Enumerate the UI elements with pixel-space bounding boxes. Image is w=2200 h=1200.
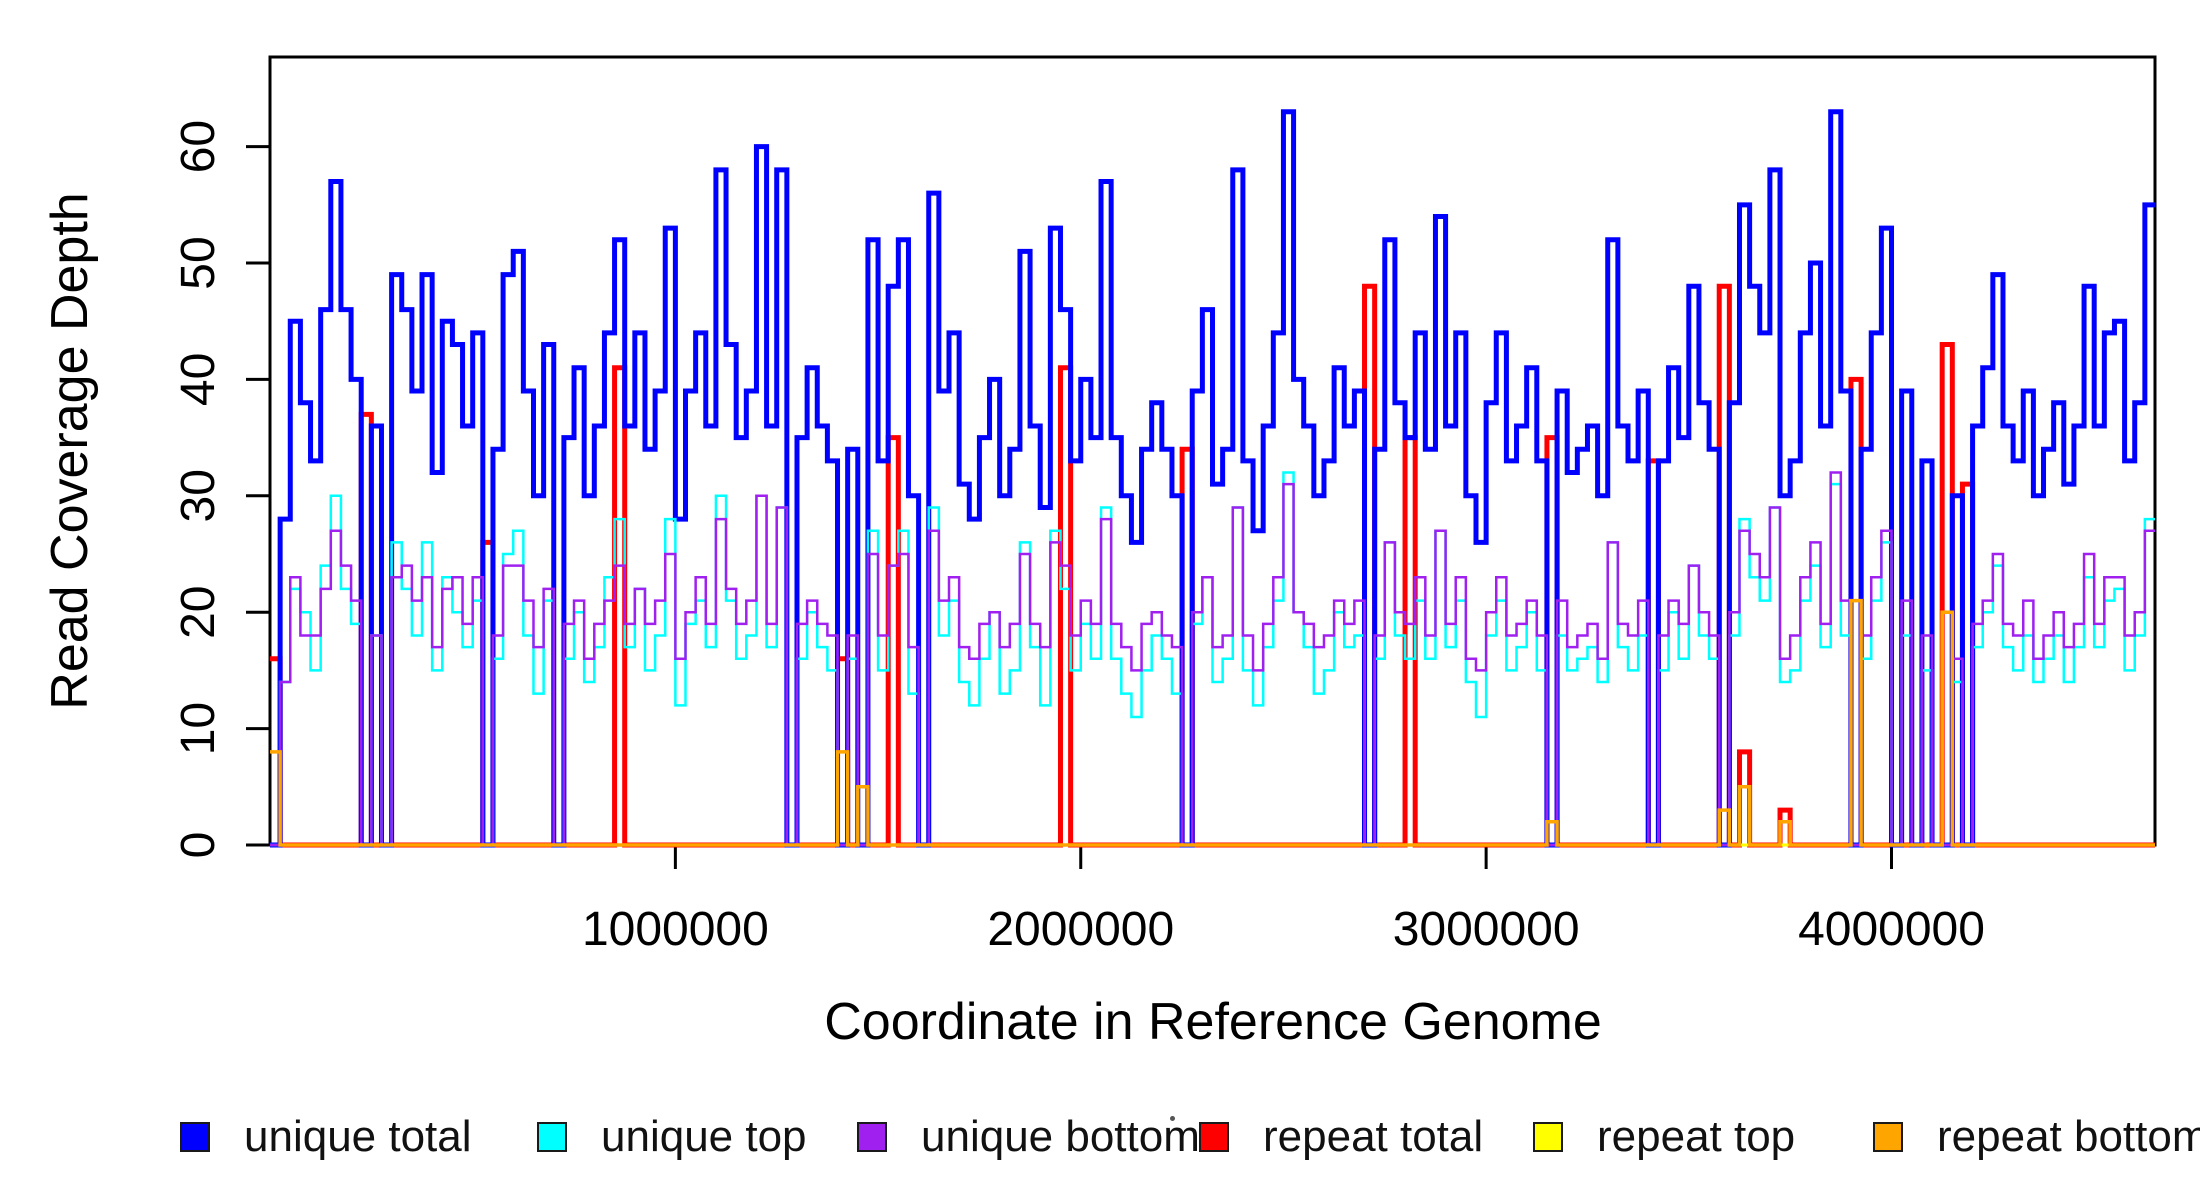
legend-swatch-repeat-top (1533, 1122, 1563, 1152)
legend-label: unique top (601, 1112, 807, 1161)
x-tick-label: 1000000 (582, 903, 769, 956)
series-unique-total (270, 109, 2155, 848)
x-tick-label: 2000000 (987, 903, 1174, 956)
x-tick-label: 3000000 (1393, 903, 1580, 956)
legend-label: repeat bottom (1937, 1112, 2200, 1161)
series-repeat-bottom (270, 598, 2155, 847)
y-tick-label: 0 (172, 832, 225, 859)
y-tick-label: 50 (172, 236, 225, 289)
legend-label: unique total (244, 1112, 472, 1161)
stray-dot-artifact (1170, 1116, 1175, 1121)
legend-swatch-repeat-total (1199, 1122, 1229, 1152)
legend-label: repeat top (1597, 1112, 1796, 1161)
legend-item-unique-total: unique total (180, 1112, 472, 1162)
legend-swatch-unique-top (537, 1122, 567, 1152)
y-tick-label: 30 (172, 469, 225, 522)
y-axis-title: Read Coverage Depth (41, 192, 99, 710)
legend-swatch-unique-bottom (857, 1122, 887, 1152)
series-unique-bottom (270, 471, 2155, 847)
legend-item-repeat-top: repeat top (1533, 1112, 1795, 1162)
x-tick-label: 4000000 (1798, 903, 1985, 956)
legend-item-repeat-bottom: repeat bottom (1873, 1112, 2200, 1162)
legend-swatch-repeat-bottom (1873, 1122, 1903, 1152)
y-tick-label: 40 (172, 353, 225, 406)
legend-label: repeat total (1263, 1112, 1484, 1161)
x-axis-title: Coordinate in Reference Genome (824, 993, 1602, 1051)
legend-item-unique-top: unique top (537, 1112, 807, 1162)
legend-item-unique-bottom: unique bottom (857, 1112, 1200, 1162)
y-tick-label: 60 (172, 120, 225, 173)
y-tick-label: 20 (172, 586, 225, 639)
legend-item-repeat-total: repeat total (1199, 1112, 1483, 1162)
y-tick-label: 10 (172, 702, 225, 755)
legend-label: unique bottom (921, 1112, 1200, 1161)
legend-swatch-unique-total (180, 1122, 210, 1152)
